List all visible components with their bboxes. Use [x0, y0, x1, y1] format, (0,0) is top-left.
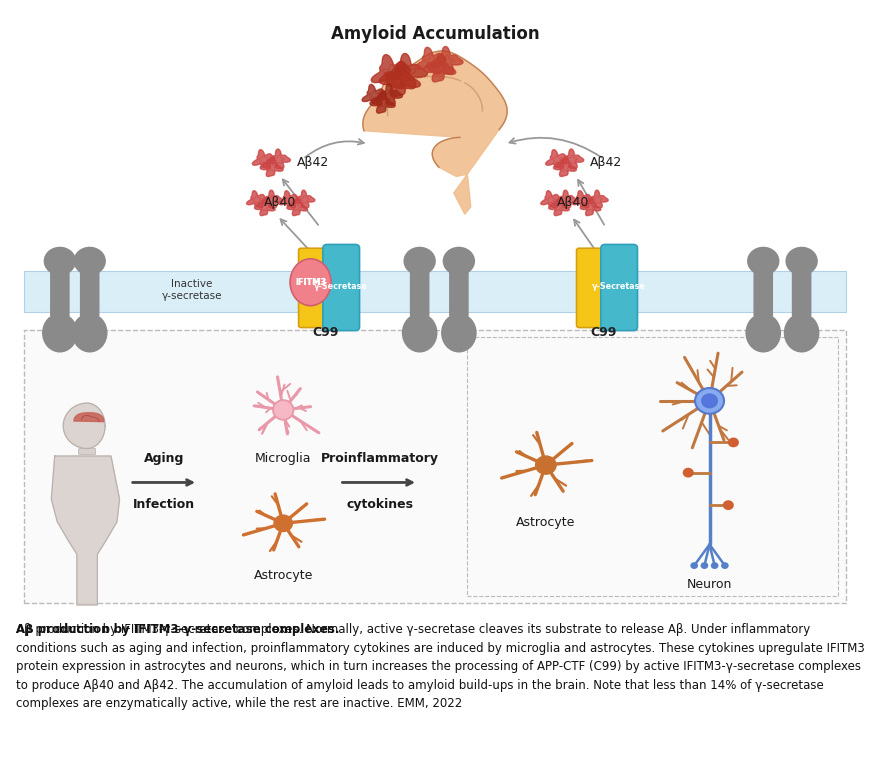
Polygon shape [386, 53, 427, 89]
Circle shape [535, 456, 555, 474]
Circle shape [720, 562, 728, 569]
Text: Aβ production by IFITM3-γ-secretase complexes. Normally, active γ-secretase clea: Aβ production by IFITM3-γ-secretase comp… [16, 623, 864, 710]
Text: Aβ42: Aβ42 [296, 156, 328, 169]
Text: Proinflammatory: Proinflammatory [320, 452, 438, 465]
Text: cytokines: cytokines [346, 498, 413, 511]
Polygon shape [254, 198, 275, 215]
Polygon shape [267, 149, 290, 169]
Text: Astrocyte: Astrocyte [253, 569, 313, 581]
FancyBboxPatch shape [322, 244, 359, 331]
Ellipse shape [403, 246, 435, 275]
Polygon shape [294, 190, 315, 208]
FancyBboxPatch shape [576, 248, 605, 328]
Ellipse shape [73, 246, 106, 275]
Ellipse shape [785, 246, 817, 275]
Polygon shape [376, 84, 402, 105]
Text: IFITM3: IFITM3 [295, 277, 325, 287]
Circle shape [727, 438, 738, 447]
Circle shape [700, 562, 707, 569]
Circle shape [722, 500, 733, 510]
Text: Aβ40: Aβ40 [556, 196, 588, 209]
Text: Aβ42: Aβ42 [589, 156, 621, 169]
Polygon shape [287, 198, 308, 215]
Polygon shape [415, 47, 446, 74]
Ellipse shape [442, 246, 474, 275]
FancyBboxPatch shape [50, 266, 70, 317]
Polygon shape [545, 150, 567, 169]
Polygon shape [555, 190, 576, 208]
Text: γ-Secretase: γ-Secretase [592, 282, 646, 291]
Polygon shape [262, 190, 282, 208]
Polygon shape [362, 51, 507, 214]
Ellipse shape [42, 313, 77, 353]
FancyBboxPatch shape [600, 244, 637, 331]
Polygon shape [362, 84, 386, 105]
Polygon shape [423, 54, 455, 82]
Ellipse shape [43, 246, 76, 275]
Polygon shape [541, 191, 560, 208]
Text: Neuron: Neuron [686, 578, 732, 591]
Text: Infection: Infection [133, 498, 195, 511]
Polygon shape [371, 54, 410, 88]
Polygon shape [246, 191, 266, 208]
Polygon shape [63, 403, 105, 449]
Ellipse shape [745, 313, 780, 353]
FancyBboxPatch shape [298, 248, 328, 328]
Ellipse shape [746, 246, 779, 275]
FancyBboxPatch shape [24, 271, 845, 312]
Text: Aβ production by IFITM3-γ-secretase complexes.: Aβ production by IFITM3-γ-secretase comp… [16, 623, 339, 636]
Polygon shape [74, 413, 103, 422]
Polygon shape [580, 198, 600, 215]
Text: Amyloid Accumulation: Amyloid Accumulation [330, 25, 539, 43]
Polygon shape [560, 149, 583, 169]
Polygon shape [260, 157, 282, 177]
Ellipse shape [289, 259, 330, 305]
Circle shape [700, 394, 717, 408]
Polygon shape [279, 191, 298, 208]
Polygon shape [553, 157, 576, 177]
FancyBboxPatch shape [409, 266, 429, 317]
Ellipse shape [401, 313, 437, 353]
Ellipse shape [783, 313, 819, 353]
Text: γ-Secretase: γ-Secretase [314, 282, 368, 291]
Text: Aging: Aging [143, 452, 184, 465]
Circle shape [710, 562, 718, 569]
Polygon shape [572, 191, 591, 208]
FancyBboxPatch shape [753, 266, 773, 317]
FancyBboxPatch shape [24, 330, 845, 604]
Polygon shape [548, 198, 568, 215]
Text: Microglia: Microglia [255, 453, 311, 465]
Polygon shape [252, 150, 274, 169]
Polygon shape [430, 46, 462, 74]
Text: Astrocyte: Astrocyte [515, 515, 575, 529]
FancyBboxPatch shape [791, 266, 811, 317]
Circle shape [274, 515, 292, 532]
Text: IFITM3: IFITM3 [295, 277, 326, 287]
Polygon shape [369, 91, 395, 113]
Circle shape [690, 562, 697, 569]
FancyBboxPatch shape [80, 266, 99, 317]
Polygon shape [379, 61, 420, 97]
Text: Aβ40: Aβ40 [263, 196, 295, 209]
Polygon shape [51, 456, 119, 604]
Circle shape [682, 468, 693, 477]
Ellipse shape [441, 313, 476, 353]
Ellipse shape [72, 313, 108, 353]
FancyBboxPatch shape [78, 449, 96, 454]
Circle shape [694, 388, 723, 414]
Text: Inactive
γ-secretase: Inactive γ-secretase [162, 279, 222, 301]
Text: C99: C99 [312, 326, 339, 339]
Ellipse shape [273, 400, 293, 420]
Text: C99: C99 [590, 326, 616, 339]
Polygon shape [587, 190, 607, 208]
FancyBboxPatch shape [448, 266, 468, 317]
